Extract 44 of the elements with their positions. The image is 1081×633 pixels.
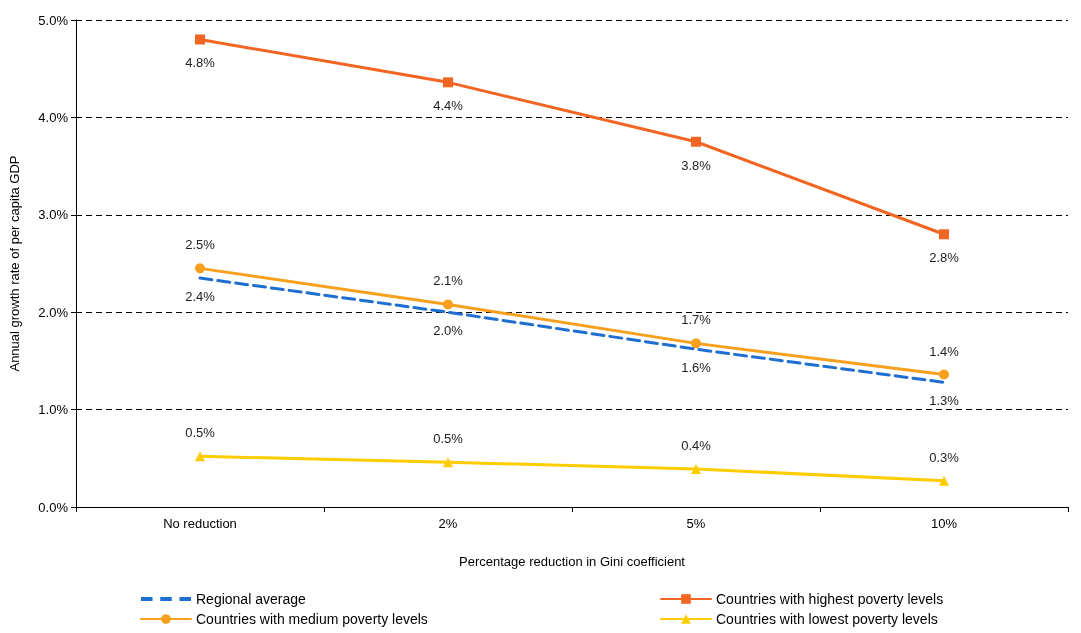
- data-label: 0.4%: [681, 438, 712, 454]
- y-tick-label: 5.0%: [38, 12, 69, 28]
- point: [691, 136, 701, 147]
- y-tick-label: 1.0%: [38, 402, 69, 418]
- data-label: 4.8%: [185, 55, 216, 71]
- legend-label: Countries with highest poverty levels: [716, 591, 944, 607]
- point: [939, 229, 949, 240]
- point: [939, 475, 949, 486]
- data-label: 0.5%: [433, 431, 464, 447]
- legend-label: Countries with lowest poverty levels: [716, 611, 938, 627]
- y-tick-label: 2.0%: [38, 304, 69, 320]
- point: [443, 77, 453, 88]
- x-tick-label: 10%: [930, 516, 958, 531]
- data-label: 2.1%: [433, 273, 464, 289]
- data-label: 1.6%: [681, 360, 712, 376]
- point: [195, 34, 205, 45]
- point: [691, 338, 701, 349]
- y-axis-title: Annual growth rate of per capita GDP: [7, 155, 22, 372]
- point: [195, 263, 205, 274]
- data-label: 0.3%: [929, 449, 960, 465]
- data-label: 2.5%: [185, 237, 216, 253]
- point: [443, 457, 453, 468]
- data-label: 2.0%: [433, 323, 464, 339]
- x-tick-label: 5%: [686, 516, 706, 531]
- x-tick-label: 2%: [438, 516, 458, 531]
- point: [691, 464, 701, 475]
- data-label: 2.8%: [929, 250, 960, 266]
- y-tick-label: 0.0%: [38, 499, 69, 515]
- point: [443, 299, 453, 310]
- data-label: 1.4%: [929, 343, 960, 359]
- legend-label: Regional average: [196, 591, 306, 607]
- data-label: 1.3%: [929, 393, 960, 409]
- data-label: 4.4%: [433, 98, 464, 114]
- data-label: 0.5%: [185, 425, 216, 441]
- x-tick-label: No reduction: [163, 516, 237, 531]
- data-label: 3.8%: [681, 157, 712, 173]
- y-tick-label: 4.0%: [38, 109, 69, 125]
- data-label: 1.7%: [681, 312, 712, 328]
- point: [195, 451, 205, 462]
- point: [939, 369, 949, 380]
- legend-label: Countries with medium poverty levels: [196, 611, 428, 627]
- data-label: 2.4%: [185, 289, 216, 305]
- x-axis-title: Percentage reduction in Gini coefficient: [459, 554, 686, 569]
- y-tick-label: 3.0%: [38, 207, 69, 223]
